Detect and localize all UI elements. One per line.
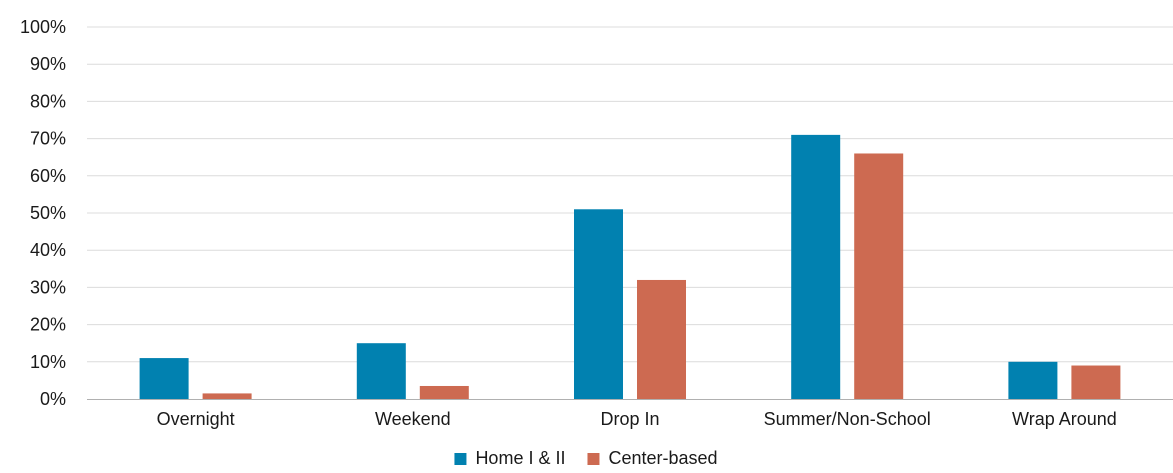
x-axis-category-labels: Overnight Weekend Drop In Summer/Non-School… — [157, 409, 1117, 429]
y-tick-label: 0% — [40, 389, 66, 409]
y-tick-label: 70% — [30, 129, 66, 149]
y-tick-label: 60% — [30, 166, 66, 186]
bar-center-1 — [419, 385, 469, 399]
category-label: Overnight — [157, 409, 235, 429]
bar-home-4 — [1008, 361, 1058, 399]
y-axis-tick-labels: 0% 10% 20% 30% 40% 50% 60% 70% 80% 90% 100% — [20, 17, 66, 409]
bars — [139, 134, 1121, 399]
bar-home-1 — [356, 343, 406, 399]
legend: Home I & II Center-based — [454, 448, 718, 468]
legend-swatch-home — [454, 453, 467, 465]
y-tick-label: 10% — [30, 352, 66, 372]
bar-center-3 — [854, 153, 904, 399]
bar-center-4 — [1071, 365, 1121, 399]
category-label: Drop In — [600, 409, 659, 429]
bar-center-2 — [637, 279, 686, 399]
bar-home-3 — [791, 134, 841, 399]
bar-home-0 — [139, 358, 189, 399]
y-tick-label: 90% — [30, 54, 66, 74]
y-tick-label: 100% — [20, 17, 66, 37]
category-label: Summer/Non-School — [764, 409, 931, 429]
y-tick-label: 40% — [30, 240, 66, 260]
category-label: Wrap Around — [1012, 409, 1117, 429]
legend-swatch-center — [587, 453, 600, 465]
category-label: Weekend — [375, 409, 451, 429]
legend-label: Home I & II — [475, 448, 565, 468]
y-tick-label: 80% — [30, 91, 66, 111]
bar-center-0 — [202, 393, 252, 399]
legend-label: Center-based — [608, 448, 717, 468]
bar-home-2 — [574, 209, 623, 399]
gridlines — [87, 26, 1173, 363]
y-tick-label: 30% — [30, 277, 66, 297]
y-tick-label: 50% — [30, 203, 66, 223]
y-tick-label: 20% — [30, 315, 66, 335]
